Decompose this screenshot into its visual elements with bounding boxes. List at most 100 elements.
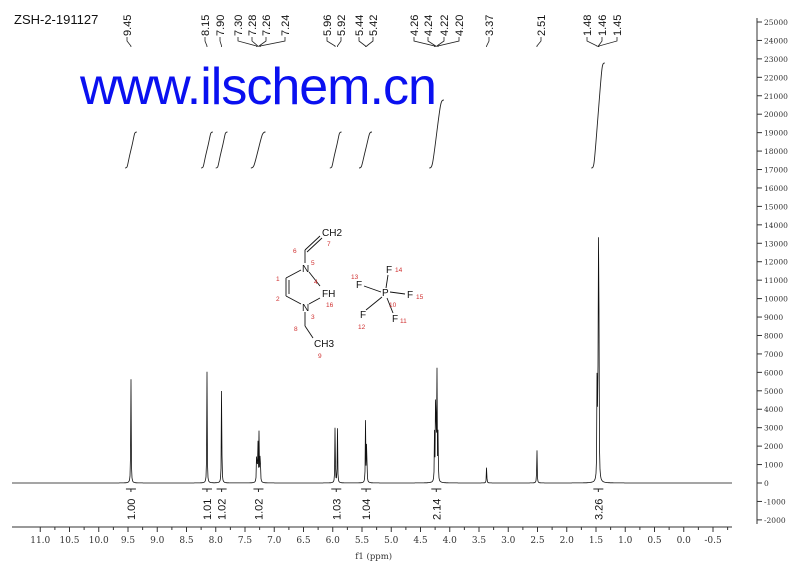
integral-value: 1.02	[217, 499, 229, 520]
structure-atom-number: 10	[389, 302, 397, 309]
structure-bond	[385, 274, 389, 289]
x-tick-label: 5.5	[355, 536, 370, 546]
peak-label-connector	[358, 37, 366, 47]
y-tick-label: -1000	[764, 497, 786, 506]
x-tick-label: 5.0	[384, 536, 399, 546]
peak-label-connector	[219, 37, 222, 47]
structure-bond	[308, 297, 321, 305]
peak-label-connector	[427, 37, 437, 47]
peak-label-connector	[251, 37, 259, 47]
y-tick-label: -2000	[764, 516, 786, 525]
y-tick-label: 20000	[764, 110, 788, 119]
structure-atom-number: 13	[351, 274, 359, 281]
integral-value: 3.26	[593, 499, 605, 520]
peak-label: 7.30	[233, 15, 245, 36]
y-tick-label: 9000	[764, 313, 783, 322]
x-tick-label: 6.0	[326, 536, 341, 546]
structure-atom: FH	[322, 289, 335, 300]
y-tick-label: 22000	[764, 73, 788, 82]
x-tick-label: 7.5	[238, 536, 253, 546]
x-tick-label: 7.0	[267, 536, 282, 546]
peak-label: 1.45	[612, 15, 624, 36]
peak-label: 5.92	[336, 15, 348, 36]
structure-bond	[389, 291, 406, 295]
y-tick-label: 14000	[764, 221, 788, 230]
structure-atom: P	[382, 288, 389, 299]
integral-curve	[250, 131, 266, 169]
structure-bond	[304, 235, 321, 251]
structure-atom-number: 14	[395, 267, 403, 274]
integral-curve	[125, 131, 137, 169]
watermark: www.ilschem.cn	[80, 58, 437, 116]
structure-atom: F	[407, 290, 413, 301]
peak-label-connector	[436, 37, 445, 47]
peak-label-connector	[258, 37, 267, 47]
structure-atom-number: 6	[293, 248, 297, 255]
structure-atom-number: 15	[416, 294, 424, 301]
peak-label: 8.15	[200, 15, 212, 36]
peak-label: 9.45	[122, 15, 134, 36]
peak-label-connector	[598, 37, 618, 47]
y-tick-label: 11000	[764, 276, 788, 285]
peak-label-connector	[204, 37, 208, 47]
integral-value: 1.01	[202, 499, 214, 520]
y-tick-label: 21000	[764, 92, 788, 101]
y-tick-label: 4000	[764, 405, 783, 414]
y-tick-label: 7000	[764, 350, 783, 359]
x-tick-label: 1.5	[589, 536, 604, 546]
structure-atom: F	[392, 314, 398, 325]
structure-atom-number: 12	[358, 324, 366, 331]
peak-label: 7.90	[215, 15, 227, 36]
x-tick-label: 3.5	[472, 536, 487, 546]
y-tick-label: 0	[764, 479, 769, 488]
structure-bond	[386, 297, 394, 314]
peak-label-connector	[326, 37, 336, 47]
structure-atom-number: 8	[294, 326, 298, 333]
sample-name: ZSH-2-191127	[14, 12, 99, 27]
y-tick-label: 23000	[764, 55, 788, 64]
x-tick-label: 10.5	[59, 536, 79, 546]
integral-curve	[201, 131, 213, 169]
y-tick-label: 8000	[764, 331, 783, 340]
x-tick-label: 2.5	[530, 536, 545, 546]
structure-bond	[285, 295, 302, 305]
integral-value: 2.14	[431, 499, 443, 520]
peak-label: 4.20	[454, 15, 466, 36]
structure-atom-number: 2	[276, 296, 280, 303]
y-tick-label: 19000	[764, 129, 788, 138]
peak-label: 1.46	[597, 15, 609, 36]
structure-atom-number: 4	[314, 279, 318, 286]
peak-label: 2.51	[536, 15, 548, 36]
structure-atom: N	[302, 264, 309, 275]
integral-value: 1.04	[361, 499, 373, 520]
structure-atom: CH2	[322, 228, 342, 239]
peak-label: 7.28	[247, 15, 259, 36]
x-tick-label: 4.0	[443, 536, 458, 546]
x-tick-label: 1.0	[618, 536, 633, 546]
peak-label-connector	[413, 37, 435, 47]
x-tick-label: 4.5	[413, 536, 428, 546]
integral-value: 1.03	[331, 499, 343, 520]
y-tick-label: 24000	[764, 36, 788, 45]
x-tick-label: 0.0	[677, 536, 692, 546]
integral-curve	[359, 131, 372, 169]
structure-atom: CH3	[314, 339, 334, 350]
peak-label-connector	[337, 37, 342, 47]
y-tick-label: 1000	[764, 461, 783, 470]
y-tick-label: 17000	[764, 166, 788, 175]
y-tick-label: 10000	[764, 295, 788, 304]
peak-label: 4.22	[439, 15, 451, 36]
structure-atom-number: 3	[311, 314, 315, 321]
structure-bond	[363, 285, 382, 293]
y-tick-label: 12000	[764, 258, 788, 267]
y-tick-label: 25000	[764, 18, 788, 27]
peak-label: 7.24	[280, 15, 292, 36]
structure-atom-number: 5	[311, 260, 315, 267]
peak-label: 5.96	[322, 15, 334, 36]
structure-atom: F	[356, 280, 362, 291]
integral-curve	[329, 131, 342, 169]
x-tick-label: -0.5	[704, 536, 722, 546]
structure-atom-number: 9	[318, 353, 322, 360]
